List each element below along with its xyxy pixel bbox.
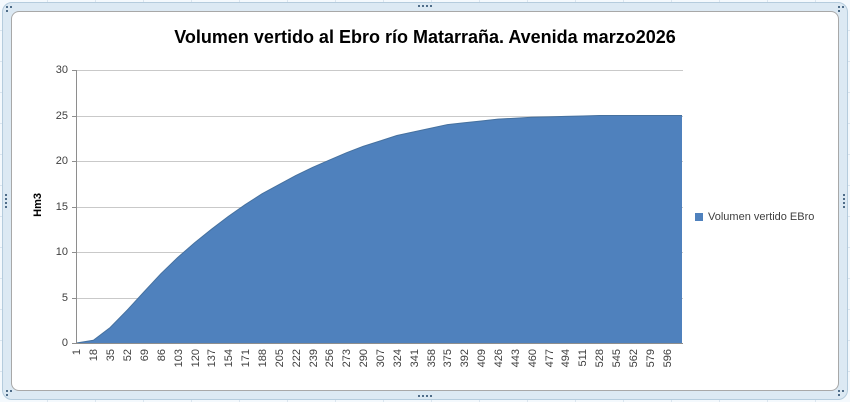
y-tick-label: 15 xyxy=(55,201,68,213)
x-tick-label: 103 xyxy=(172,349,185,368)
x-tick-label: 528 xyxy=(594,349,607,368)
x-tick-label: 596 xyxy=(661,349,674,368)
x-tick-label: 69 xyxy=(138,349,151,362)
area-edge xyxy=(76,115,682,343)
legend-marker xyxy=(695,213,703,221)
x-tick-label: 562 xyxy=(627,349,640,368)
x-tick-label: 477 xyxy=(543,349,556,368)
x-tick-label: 205 xyxy=(273,349,286,368)
y-axis-tick xyxy=(72,343,76,344)
resize-handle-top-left[interactable] xyxy=(6,6,12,12)
x-tick-label: 409 xyxy=(476,349,489,368)
x-tick-label: 307 xyxy=(374,349,387,368)
y-axis-tick xyxy=(72,70,76,71)
chart-title: Volumen vertido al Ebro río Matarraña. A… xyxy=(174,27,676,47)
y-axis-tick xyxy=(72,161,76,162)
x-tick-label: 120 xyxy=(189,349,202,368)
resize-handle-left[interactable] xyxy=(5,194,7,208)
gridline xyxy=(76,116,683,117)
chart-canvas[interactable]: Volumen vertido al Ebro río Matarraña. A… xyxy=(11,11,839,391)
resize-handle-bottom-right[interactable] xyxy=(838,390,844,396)
x-tick-label: 188 xyxy=(256,349,269,368)
x-tick-label: 1 xyxy=(71,349,84,356)
x-tick-label: 494 xyxy=(560,349,573,368)
x-tick-label: 86 xyxy=(155,349,168,362)
x-tick-label: 137 xyxy=(206,349,219,368)
y-tick-label: 30 xyxy=(55,64,68,76)
x-tick-label: 375 xyxy=(442,349,455,368)
x-tick-label: 154 xyxy=(223,349,236,368)
area-fill xyxy=(76,115,682,343)
x-tick-label: 52 xyxy=(122,349,135,362)
area-series xyxy=(76,115,682,343)
x-tick-label: 256 xyxy=(324,349,337,368)
x-tick-label: 18 xyxy=(88,349,101,362)
resize-handle-top-right[interactable] xyxy=(838,6,844,12)
y-tick-label: 20 xyxy=(55,155,68,167)
y-axis-tick xyxy=(72,207,76,208)
legend-label: Volumen vertido EBro xyxy=(708,211,815,223)
x-tick-label: 579 xyxy=(644,349,657,368)
x-tick-label: 443 xyxy=(509,349,522,368)
x-tick-label: 290 xyxy=(358,349,371,368)
y-axis-line xyxy=(76,70,77,344)
x-tick-label: 545 xyxy=(611,349,624,368)
y-axis-tick xyxy=(72,298,76,299)
resize-handle-top[interactable] xyxy=(418,5,432,7)
x-tick-label: 35 xyxy=(105,349,118,362)
x-axis-line xyxy=(76,343,683,344)
gridline xyxy=(76,70,683,71)
x-tick-label: 392 xyxy=(459,349,472,368)
x-tick-label: 341 xyxy=(408,349,421,368)
y-tick-label: 10 xyxy=(55,246,68,258)
x-tick-label: 324 xyxy=(391,349,404,368)
x-tick-label: 511 xyxy=(577,349,590,367)
x-tick-label: 222 xyxy=(290,349,303,368)
x-tick-label: 273 xyxy=(341,349,354,368)
y-axis-tick xyxy=(72,252,76,253)
legend[interactable]: Volumen vertido EBro xyxy=(695,211,814,223)
resize-handle-bottom[interactable] xyxy=(418,395,432,397)
resize-handle-right[interactable] xyxy=(843,194,845,208)
plot-area[interactable] xyxy=(76,70,682,343)
x-tick-label: 426 xyxy=(493,349,506,368)
y-tick-label: 0 xyxy=(61,337,68,349)
x-tick-label: 358 xyxy=(425,349,438,368)
resize-handle-bottom-left[interactable] xyxy=(6,390,12,396)
x-tick-label: 460 xyxy=(526,349,539,368)
y-tick-label: 25 xyxy=(55,110,68,122)
y-tick-label: 5 xyxy=(61,292,68,304)
x-tick-label: 171 xyxy=(240,349,253,368)
x-tick-label: 239 xyxy=(307,349,320,368)
y-axis-tick xyxy=(72,116,76,117)
